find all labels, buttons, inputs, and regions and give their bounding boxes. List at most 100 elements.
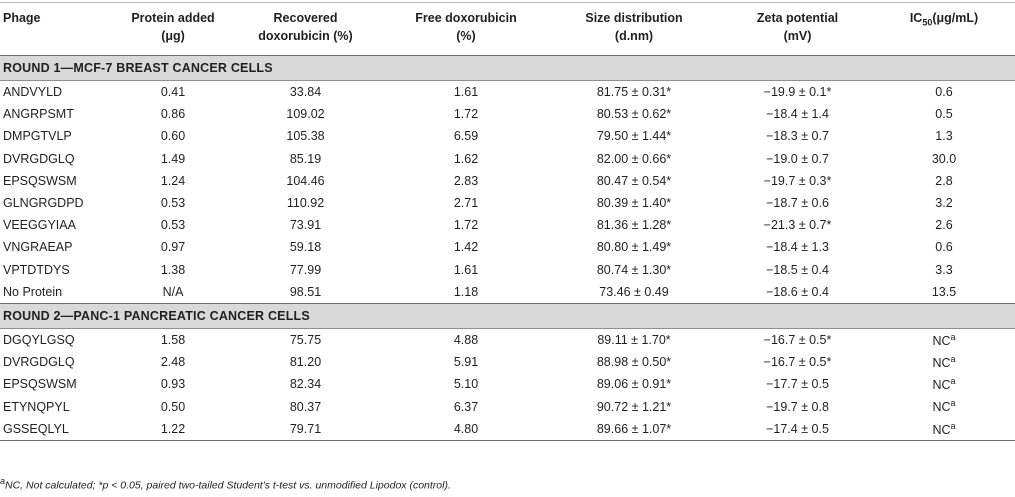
cell-phage: ANDVYLD: [3, 85, 63, 100]
table-row: DVRGDGLQ 2.48 81.20 5.91 88.98 ± 0.50* −16.7 …: [0, 351, 1015, 373]
cell-phage: DVRGDGLQ: [3, 355, 75, 370]
cell-size-distribution: 80.80 ± 1.49*: [596, 240, 672, 255]
table-row: EPSQSWSM 1.24 104.46 2.83 80.47 ± 0.54* −19.7…: [0, 170, 1015, 192]
table-row: DGQYLGSQ 1.58 75.75 4.88 89.11 ± 1.70* −16.7 …: [0, 328, 1015, 351]
cell-zeta-potential: −16.7 ± 0.5*: [763, 332, 832, 347]
cell-ic50: 1.3: [935, 129, 953, 144]
header-ic50: IC50(μg/mL): [909, 11, 979, 28]
cell-ic50: 0.6: [935, 85, 953, 100]
cell-free-doxorubicin: 1.72: [453, 107, 479, 122]
cell-protein-added: 1.38: [160, 262, 186, 277]
cell-recovered-doxorubicin: 82.34: [289, 377, 322, 392]
table-row: ANGRPSMT 0.86 109.02 1.72 80.53 ± 0.62* −18.4…: [0, 103, 1015, 125]
cell-protein-added: 0.50: [160, 399, 186, 414]
cell-zeta-potential: −18.4 ± 1.3: [766, 240, 829, 255]
header-protein-added: Protein added (μg): [131, 11, 215, 43]
cell-phage: VPTDTDYS: [3, 262, 70, 277]
section-title: ROUND 2—PANC-1 PANCREATIC CANCER CELLS: [0, 303, 1015, 329]
cell-phage: EPSQSWSM: [3, 377, 77, 392]
cell-ic50: NCa: [932, 376, 956, 393]
section-row: ROUND 2—PANC-1 PANCREATIC CANCER CELLS: [0, 303, 1015, 329]
cell-size-distribution: 80.53 ± 0.62*: [596, 107, 672, 122]
cell-ic50: 30.0: [931, 151, 957, 166]
cell-free-doxorubicin: 4.80: [453, 421, 479, 436]
header-free-doxorubicin: Free doxorubicin (%): [415, 11, 517, 43]
cell-size-distribution: 80.39 ± 1.40*: [596, 196, 672, 211]
cell-size-distribution: 79.50 ± 1.44*: [596, 129, 672, 144]
cell-free-doxorubicin: 1.18: [453, 284, 479, 299]
table-row: VEEGGYIAA 0.53 73.91 1.72 81.36 ± 1.28* −21.3…: [0, 214, 1015, 236]
cell-recovered-doxorubicin: 59.18: [289, 240, 322, 255]
table-row: EPSQSWSM 0.93 82.34 5.10 89.06 ± 0.91* −17.7 …: [0, 373, 1015, 395]
cell-recovered-doxorubicin: 77.99: [289, 262, 322, 277]
cell-recovered-doxorubicin: 73.91: [289, 218, 322, 233]
cell-size-distribution: 80.74 ± 1.30*: [596, 262, 672, 277]
cell-ic50: NCa: [932, 420, 956, 437]
cell-protein-added: 1.24: [160, 173, 186, 188]
cell-protein-added: 0.93: [160, 377, 186, 392]
cell-free-doxorubicin: 1.61: [453, 262, 479, 277]
cell-recovered-doxorubicin: 79.71: [289, 421, 322, 436]
cell-zeta-potential: −21.3 ± 0.7*: [763, 218, 832, 233]
cell-free-doxorubicin: 1.62: [453, 151, 479, 166]
cell-protein-added: 1.58: [160, 332, 186, 347]
cell-phage: DMPGTVLP: [3, 129, 72, 144]
cell-free-doxorubicin: 2.83: [453, 173, 479, 188]
cell-ic50: NCa: [932, 354, 956, 371]
cell-zeta-potential: −18.6 ± 0.4: [766, 284, 829, 299]
cell-zeta-potential: −18.3 ± 0.7: [766, 129, 829, 144]
cell-ic50: 3.2: [935, 196, 953, 211]
cell-free-doxorubicin: 6.37: [453, 399, 479, 414]
cell-zeta-potential: −18.7 ± 0.6: [766, 196, 829, 211]
table-body: ROUND 1—MCF-7 BREAST CANCER CELLS ANDVYLD…: [0, 55, 1015, 441]
cell-phage: EPSQSWSM: [3, 173, 77, 188]
cell-recovered-doxorubicin: 33.84: [289, 85, 322, 100]
cell-phage: GSSEQLYL: [3, 421, 69, 436]
cell-zeta-potential: −19.7 ± 0.3*: [763, 173, 832, 188]
cell-phage: GLNGRGDPD: [3, 196, 84, 211]
table-header: Phage Protein added (μg) Recovered doxorub…: [0, 2, 1015, 56]
cell-free-doxorubicin: 1.42: [453, 240, 479, 255]
table-row: No Protein N/A 98.51 1.18 73.46 ± 0.49 −18.6 …: [0, 281, 1015, 304]
cell-ic50: 2.8: [935, 173, 953, 188]
cell-phage: DVRGDGLQ: [3, 151, 75, 166]
cell-protein-added: N/A: [162, 284, 184, 299]
cell-phage: ETYNQPYL: [3, 399, 70, 414]
data-table: Phage Protein added (μg) Recovered doxorub…: [0, 2, 1015, 441]
table-row: DMPGTVLP 0.60 105.38 6.59 79.50 ± 1.44* −18.3…: [0, 125, 1015, 147]
cell-recovered-doxorubicin: 105.38: [286, 129, 325, 144]
cell-protein-added: 0.41: [160, 85, 186, 100]
cell-zeta-potential: −19.9 ± 0.1*: [763, 85, 832, 100]
cell-free-doxorubicin: 4.88: [453, 332, 479, 347]
cell-size-distribution: 73.46 ± 0.49: [599, 284, 669, 299]
cell-zeta-potential: −19.7 ± 0.8: [766, 399, 829, 414]
cell-ic50: 2.6: [935, 218, 953, 233]
cell-size-distribution: 88.98 ± 0.50*: [596, 355, 672, 370]
section-title: ROUND 1—MCF-7 BREAST CANCER CELLS: [0, 55, 1015, 81]
cell-phage: VNGRAEAP: [3, 240, 73, 255]
cell-recovered-doxorubicin: 81.20: [289, 355, 322, 370]
cell-zeta-potential: −17.7 ± 0.5: [766, 377, 829, 392]
table-row: ANDVYLD 0.41 33.84 1.61 81.75 ± 0.31* −19.9 ±…: [0, 81, 1015, 104]
cell-protein-added: 1.22: [160, 421, 186, 436]
table-row: VNGRAEAP 0.97 59.18 1.42 80.80 ± 1.49* −18.4 …: [0, 236, 1015, 258]
table-row: DVRGDGLQ 1.49 85.19 1.62 82.00 ± 0.66* −19.0 …: [0, 148, 1015, 170]
cell-free-doxorubicin: 1.61: [453, 85, 479, 100]
cell-zeta-potential: −18.5 ± 0.4: [766, 262, 829, 277]
cell-free-doxorubicin: 2.71: [453, 196, 479, 211]
cell-protein-added: 1.49: [160, 151, 186, 166]
header-zeta-potential: Zeta potential (mV): [756, 11, 839, 43]
cell-protein-added: 0.53: [160, 196, 186, 211]
cell-zeta-potential: −16.7 ± 0.5*: [763, 355, 832, 370]
table-row: VPTDTDYS 1.38 77.99 1.61 80.74 ± 1.30* −18.5 …: [0, 259, 1015, 281]
section-row: ROUND 1—MCF-7 BREAST CANCER CELLS: [0, 55, 1015, 81]
cell-free-doxorubicin: 1.72: [453, 218, 479, 233]
cell-free-doxorubicin: 5.91: [453, 355, 479, 370]
cell-recovered-doxorubicin: 109.02: [286, 107, 325, 122]
cell-ic50: 3.3: [935, 262, 953, 277]
cell-protein-added: 2.48: [160, 355, 186, 370]
header-recovered-doxorubicin: Recovered doxorubicin (%): [258, 11, 353, 43]
cell-recovered-doxorubicin: 110.92: [286, 196, 325, 211]
cell-protein-added: 0.60: [160, 129, 186, 144]
header-phage: Phage: [3, 11, 41, 25]
